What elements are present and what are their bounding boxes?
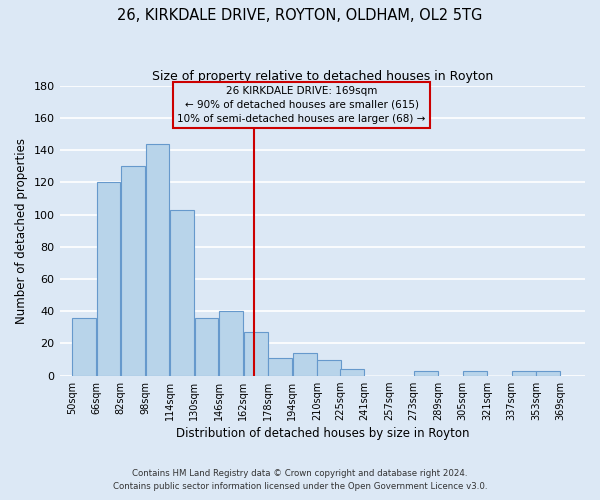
Text: 26 KIRKDALE DRIVE: 169sqm
← 90% of detached houses are smaller (615)
10% of semi: 26 KIRKDALE DRIVE: 169sqm ← 90% of detac… bbox=[178, 86, 426, 124]
Text: Contains public sector information licensed under the Open Government Licence v3: Contains public sector information licen… bbox=[113, 482, 487, 491]
X-axis label: Distribution of detached houses by size in Royton: Distribution of detached houses by size … bbox=[176, 427, 469, 440]
Bar bbox=[219, 311, 243, 376]
Bar bbox=[244, 332, 268, 376]
Bar bbox=[293, 353, 317, 376]
Bar bbox=[512, 371, 536, 376]
Title: Size of property relative to detached houses in Royton: Size of property relative to detached ho… bbox=[152, 70, 493, 83]
Bar bbox=[146, 144, 169, 376]
Y-axis label: Number of detached properties: Number of detached properties bbox=[15, 138, 28, 324]
Bar bbox=[317, 360, 341, 376]
Bar bbox=[340, 369, 364, 376]
Bar bbox=[72, 318, 96, 376]
Bar bbox=[414, 371, 437, 376]
Text: 26, KIRKDALE DRIVE, ROYTON, OLDHAM, OL2 5TG: 26, KIRKDALE DRIVE, ROYTON, OLDHAM, OL2 … bbox=[118, 8, 482, 22]
Bar bbox=[97, 182, 121, 376]
Bar bbox=[170, 210, 194, 376]
Text: Contains HM Land Registry data © Crown copyright and database right 2024.: Contains HM Land Registry data © Crown c… bbox=[132, 469, 468, 478]
Bar bbox=[268, 358, 292, 376]
Bar bbox=[195, 318, 218, 376]
Bar bbox=[463, 371, 487, 376]
Bar bbox=[121, 166, 145, 376]
Bar bbox=[536, 371, 560, 376]
